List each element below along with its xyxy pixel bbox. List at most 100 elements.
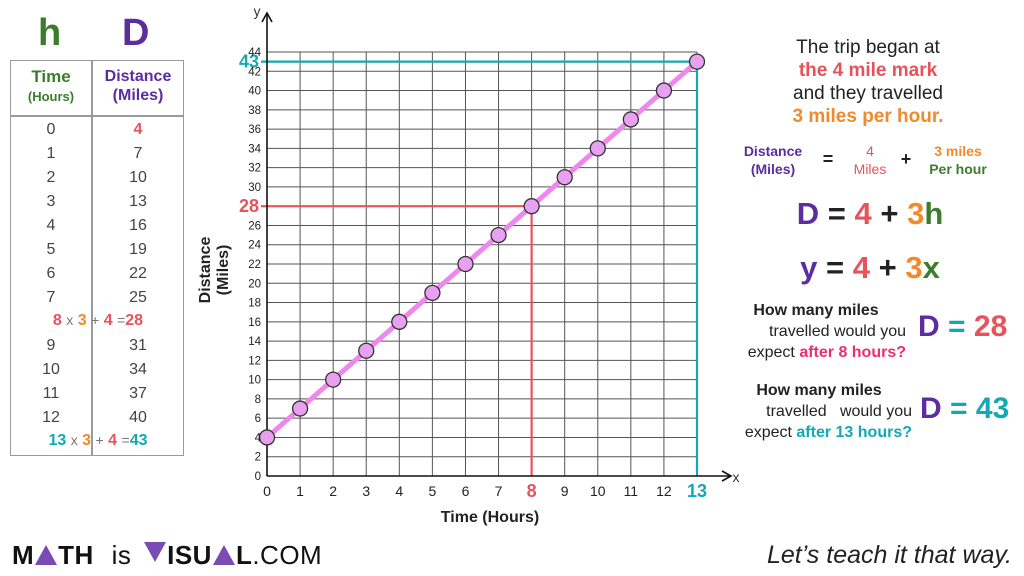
word-eq-plus: + (900, 149, 912, 169)
x-axis-title: Time (Hours) (441, 509, 539, 526)
y-tick-label: 16 (248, 317, 261, 329)
x-tick-label: 12 (656, 483, 672, 499)
hours-cell: 6 (46, 265, 56, 282)
x-tick-label: 11 (624, 483, 639, 499)
question-line: How many miles (756, 382, 882, 399)
hours-cell: 10 (42, 361, 60, 378)
question-line: expect (744, 424, 792, 441)
hours-cell: 1 (46, 145, 56, 162)
x-tick-label: 4 (395, 483, 403, 499)
x-axis-arrow-icon (721, 470, 733, 482)
question-highlight: after 13 hours? (796, 424, 912, 441)
word-eq-equals: = (822, 149, 834, 169)
y-tick-label: 36 (248, 124, 261, 136)
formula-row-8-hours: 8 x 3 + 4 =28 (11, 312, 185, 336)
y-axis-title-unit: (Miles) (215, 245, 232, 296)
formula-plus: + (95, 432, 104, 448)
data-point (688, 53, 706, 70)
y-tick-label: 22 (248, 259, 261, 271)
y-tick-label: 24 (248, 240, 261, 252)
y-tick-label: 44 (248, 47, 261, 59)
eq-rate: 3 (905, 250, 923, 285)
guide-y-label: 28 (239, 196, 259, 216)
y-tick-label: 34 (248, 143, 261, 155)
story-rate-unit: per hour. (862, 106, 944, 127)
y-tick-label: 18 (248, 298, 261, 310)
table-row: 10 34 (11, 361, 185, 385)
formula-rate: 3 (82, 432, 92, 449)
x-tick-label: 3 (362, 483, 370, 499)
table-row: 11 37 (11, 385, 185, 409)
eq-input-variable: h (924, 196, 944, 231)
data-point (655, 82, 673, 99)
eq-rate: 3 (907, 196, 925, 231)
tagline: Let’s teach it that way. (766, 541, 1012, 569)
data-point (291, 400, 309, 417)
answer-value: 28 (973, 310, 1008, 343)
word-eq-distance-unit: (Miles) (750, 161, 796, 177)
answer-equals: = (950, 392, 968, 425)
eq-constant: 4 (852, 250, 870, 285)
miles-cell: 31 (129, 337, 147, 354)
data-point (490, 226, 507, 244)
logo-triangle-icon (35, 545, 58, 565)
time-header-unit: (Hours) (27, 89, 75, 104)
data-point (258, 429, 276, 446)
data-point (556, 169, 573, 186)
hours-cell: 11 (42, 385, 60, 402)
formula-hours: 8 (52, 312, 62, 329)
hours-cell: 2 (46, 169, 56, 186)
question-highlight: after 8 hours? (799, 344, 906, 361)
answer-value: 43 (975, 392, 1010, 425)
data-point (523, 198, 540, 215)
miles-cell: 25 (129, 289, 147, 306)
eq-plus: + (880, 196, 899, 231)
table-row: 6 22 (11, 265, 185, 289)
word-eq-start: 4 Miles (838, 142, 902, 178)
formula-equals: = (117, 312, 126, 328)
logo-word: is (111, 540, 132, 570)
formula-result: 43 (129, 432, 148, 449)
math-is-visual-logo: M TH is ISU L.COM (12, 540, 322, 571)
x-tick-label: 0 (263, 483, 271, 499)
equation-y-x: y = 4 + 3x (760, 250, 980, 286)
miles-cell: 19 (129, 241, 147, 258)
logo-letter: L (235, 540, 253, 570)
table-column-divider (91, 61, 93, 455)
answer-8-hours: D = 28 (918, 310, 1007, 344)
question-8-hours: How many miles travelled would you expec… (706, 300, 906, 363)
miles-cell: 16 (129, 217, 147, 234)
answer-variable: D (920, 392, 942, 425)
story-rate-line: 3 miles per hour. (738, 105, 998, 128)
miles-cell: 10 (129, 169, 147, 186)
table-row: 12 40 (11, 409, 185, 433)
story-start-mark: the 4 mile mark (798, 60, 938, 81)
question-line: expect (747, 344, 795, 361)
word-eq-rate-value: 3 miles (934, 143, 982, 159)
chart-series (258, 53, 706, 446)
answer-variable: D (918, 310, 940, 343)
y-tick-label: 6 (255, 413, 261, 425)
word-eq-distance: Distance (Miles) (730, 142, 816, 178)
word-eq-distance-label: Distance (743, 143, 803, 159)
story-line: and they travelled (793, 83, 943, 104)
guide-y-label: 43 (239, 52, 259, 72)
miles-cell: 37 (129, 385, 147, 402)
eq-input-variable: x (922, 250, 940, 285)
hours-cell: 5 (46, 241, 56, 258)
x-tick-label: 6 (462, 483, 470, 499)
table-row: 2 10 (11, 169, 185, 193)
data-point (358, 342, 375, 359)
x-axis-letter: x (733, 469, 740, 485)
miles-cell: 40 (129, 409, 147, 426)
formula-start: 4 (108, 432, 118, 449)
x-tick-label: 10 (590, 483, 606, 499)
word-eq-rate-unit: Per hour (929, 161, 987, 177)
guide-x-label: 8 (527, 481, 537, 501)
story-line: The trip began at (796, 37, 940, 58)
word-eq-start-value: 4 (866, 143, 874, 159)
